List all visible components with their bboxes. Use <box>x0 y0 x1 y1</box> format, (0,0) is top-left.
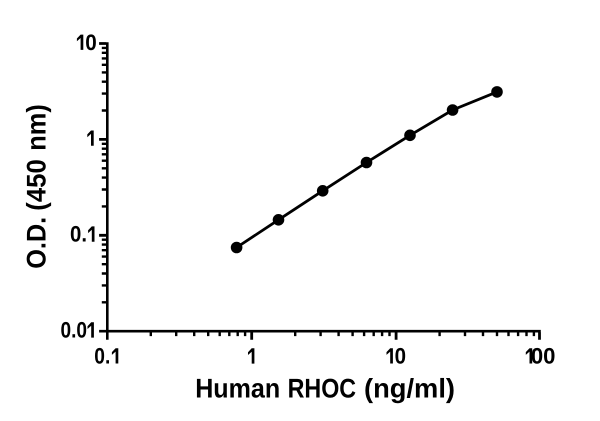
svg-text:0: 0 <box>85 30 97 55</box>
svg-text:(ng/ml): (ng/ml) <box>364 373 455 403</box>
svg-text:Human: Human <box>195 373 280 403</box>
svg-text:0: 0 <box>395 344 406 369</box>
svg-text:O.D.: O.D. <box>21 217 51 269</box>
svg-text:00: 00 <box>531 344 556 369</box>
svg-text:RHOC: RHOC <box>288 373 357 403</box>
svg-text:nm): nm) <box>21 104 51 151</box>
svg-text:0.: 0. <box>94 344 110 369</box>
svg-text:0.0: 0.0 <box>61 318 88 343</box>
svg-text:0.: 0. <box>70 222 87 247</box>
svg-text:(450: (450 <box>21 159 51 211</box>
